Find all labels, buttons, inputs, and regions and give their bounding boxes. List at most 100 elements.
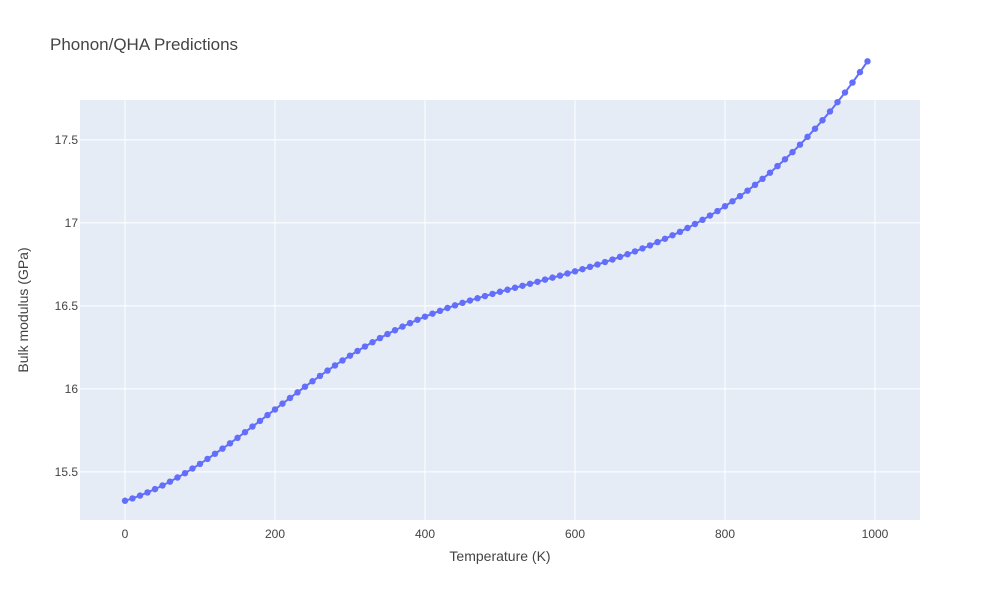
data-point[interactable] xyxy=(481,292,489,300)
data-point[interactable] xyxy=(691,220,699,228)
data-point[interactable] xyxy=(699,216,706,224)
data-point[interactable] xyxy=(736,192,744,200)
data-point[interactable] xyxy=(856,68,864,76)
data-point[interactable] xyxy=(834,98,841,106)
data-point[interactable] xyxy=(631,248,639,255)
data-point[interactable] xyxy=(451,302,459,309)
data-point[interactable] xyxy=(211,450,219,457)
data-point[interactable] xyxy=(226,440,234,447)
data-point[interactable] xyxy=(309,378,316,385)
data-point[interactable] xyxy=(511,284,519,291)
data-point[interactable] xyxy=(459,299,466,307)
data-point[interactable] xyxy=(406,319,414,327)
data-point[interactable] xyxy=(796,141,804,148)
data-point[interactable] xyxy=(706,212,714,219)
data-point[interactable] xyxy=(526,280,534,287)
data-point[interactable] xyxy=(609,256,616,263)
data-point[interactable] xyxy=(661,235,669,242)
data-point[interactable] xyxy=(219,445,226,452)
data-point[interactable] xyxy=(766,169,774,176)
data-point[interactable] xyxy=(586,263,594,271)
data-point[interactable] xyxy=(429,310,436,317)
data-point[interactable] xyxy=(624,251,631,258)
data-point[interactable] xyxy=(639,245,646,252)
data-point[interactable] xyxy=(654,238,661,246)
data-point[interactable] xyxy=(369,339,376,346)
data-point[interactable] xyxy=(256,417,264,425)
data-point[interactable] xyxy=(751,181,759,189)
data-point[interactable] xyxy=(391,327,399,334)
data-point[interactable] xyxy=(166,478,174,485)
data-point[interactable] xyxy=(684,224,691,232)
data-point[interactable] xyxy=(174,474,181,481)
data-point[interactable] xyxy=(414,316,421,323)
data-point[interactable] xyxy=(399,323,406,330)
data-point[interactable] xyxy=(744,187,751,194)
data-point[interactable] xyxy=(541,276,549,283)
data-point[interactable] xyxy=(181,469,189,477)
data-point[interactable] xyxy=(489,290,496,298)
data-point[interactable] xyxy=(594,261,601,268)
data-point[interactable] xyxy=(504,286,511,293)
data-point[interactable] xyxy=(669,232,676,239)
data-point[interactable] xyxy=(579,265,586,273)
data-point[interactable] xyxy=(549,274,556,281)
data-point[interactable] xyxy=(354,347,361,355)
data-point[interactable] xyxy=(331,362,339,369)
data-point[interactable] xyxy=(234,434,241,442)
data-point[interactable] xyxy=(564,270,571,277)
data-point[interactable] xyxy=(286,394,294,402)
data-point[interactable] xyxy=(721,203,729,210)
data-point[interactable] xyxy=(646,242,654,249)
data-point[interactable] xyxy=(601,258,609,266)
data-point[interactable] xyxy=(324,367,331,374)
data-point[interactable] xyxy=(301,383,309,390)
data-point[interactable] xyxy=(144,489,151,496)
data-point[interactable] xyxy=(241,428,249,436)
data-point[interactable] xyxy=(129,495,136,502)
data-point[interactable] xyxy=(789,148,796,156)
data-point[interactable] xyxy=(159,482,166,489)
data-point[interactable] xyxy=(571,268,579,275)
data-point[interactable] xyxy=(819,117,826,124)
data-point[interactable] xyxy=(714,207,721,215)
data-point[interactable] xyxy=(361,343,369,350)
data-point[interactable] xyxy=(864,58,871,65)
data-point[interactable] xyxy=(151,485,159,493)
data-point[interactable] xyxy=(534,278,541,285)
data-point[interactable] xyxy=(189,465,196,472)
data-point[interactable] xyxy=(271,406,279,413)
data-point[interactable] xyxy=(519,282,526,289)
data-point[interactable] xyxy=(249,423,256,430)
data-point[interactable] xyxy=(496,288,504,295)
data-point[interactable] xyxy=(676,228,684,236)
data-point[interactable] xyxy=(826,108,834,115)
data-point[interactable] xyxy=(849,79,856,86)
data-point[interactable] xyxy=(759,175,766,183)
data-point[interactable] xyxy=(466,297,474,304)
data-point[interactable] xyxy=(436,307,444,315)
data-point[interactable] xyxy=(781,156,789,163)
data-point[interactable] xyxy=(384,330,391,338)
data-point[interactable] xyxy=(804,133,811,141)
data-point[interactable] xyxy=(376,334,384,342)
data-point[interactable] xyxy=(811,125,819,132)
data-point[interactable] xyxy=(841,89,849,96)
data-point[interactable] xyxy=(774,162,781,170)
data-point[interactable] xyxy=(136,492,144,499)
data-point[interactable] xyxy=(556,272,564,279)
data-point[interactable] xyxy=(264,411,271,419)
data-point[interactable] xyxy=(346,352,354,359)
data-point[interactable] xyxy=(444,304,451,312)
data-point[interactable] xyxy=(196,460,204,468)
data-point[interactable] xyxy=(421,313,429,320)
data-point[interactable] xyxy=(616,253,624,261)
data-point[interactable] xyxy=(339,357,346,364)
data-point[interactable] xyxy=(316,372,324,380)
data-point[interactable] xyxy=(294,389,301,396)
data-point[interactable] xyxy=(279,400,286,407)
data-point[interactable] xyxy=(729,198,736,205)
data-point[interactable] xyxy=(121,497,129,504)
data-point[interactable] xyxy=(474,295,481,302)
data-point[interactable] xyxy=(204,455,211,463)
